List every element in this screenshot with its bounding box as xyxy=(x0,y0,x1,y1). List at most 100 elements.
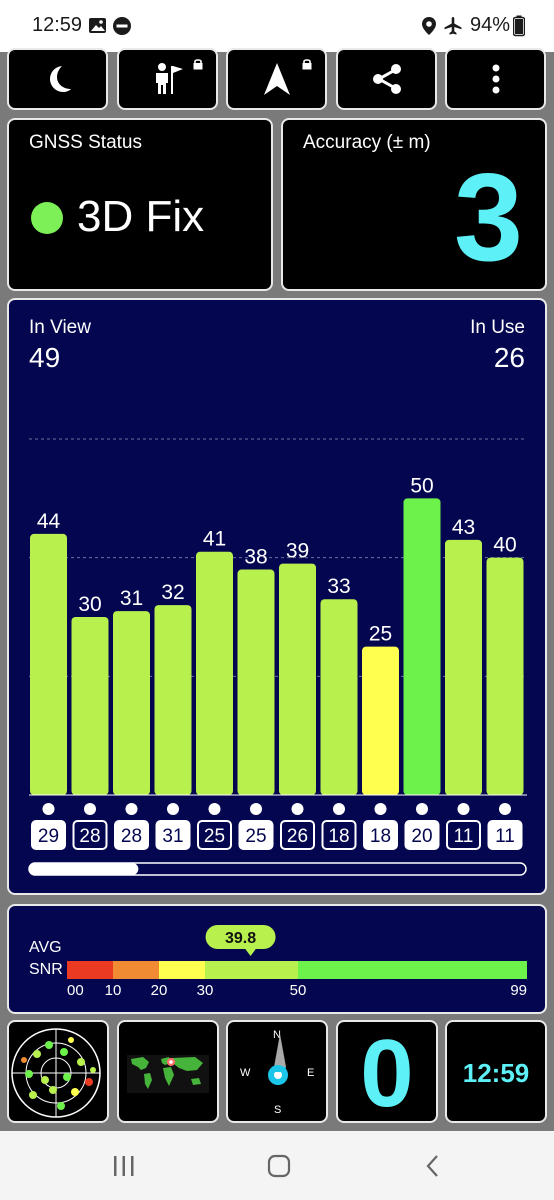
scroll-thumb xyxy=(29,863,139,875)
bar-value-label: 50 xyxy=(410,474,433,497)
snr-label: SNR xyxy=(29,961,63,978)
compass-s: S xyxy=(274,1104,282,1116)
gallery-icon xyxy=(89,18,106,33)
in-use-indicator xyxy=(250,803,262,815)
snr-bar xyxy=(113,611,150,795)
in-use-indicator xyxy=(333,803,345,815)
navigate-icon xyxy=(263,63,290,95)
satellite-id-label: 18 xyxy=(370,826,391,847)
gnss-status-panel[interactable]: GNSS Status 3D Fix xyxy=(7,118,273,291)
clock-value: 12:59 xyxy=(462,1058,530,1088)
guide-button[interactable] xyxy=(117,48,218,110)
status-bar: 12:59 94% xyxy=(0,0,554,52)
snr-tick-label: 30 xyxy=(197,982,214,999)
satellite-id-label: 28 xyxy=(79,826,100,847)
snr-tick-label: 00 xyxy=(67,982,84,999)
battery-icon xyxy=(513,15,525,37)
location-icon xyxy=(422,17,436,35)
satellite-id-box xyxy=(363,820,398,850)
satellite-signal-panel[interactable]: In View 49 In Use 26 44 29 30 28 31 28 32 31 41 2… xyxy=(7,298,547,895)
satellite-id-box xyxy=(280,820,315,850)
back-icon[interactable] xyxy=(425,1155,441,1177)
in-use-indicator xyxy=(125,803,138,815)
satellite-id-box xyxy=(446,820,481,850)
sky-plot-tile[interactable] xyxy=(7,1020,109,1123)
fix-status-dot xyxy=(31,202,63,234)
speed-tile[interactable]: 0 xyxy=(336,1020,438,1127)
compass-w: W xyxy=(240,1067,251,1079)
world-map-icon xyxy=(127,1055,209,1093)
snr-bar xyxy=(362,646,399,795)
snr-average-value: 39.8 xyxy=(225,930,256,947)
more-button[interactable] xyxy=(445,48,546,110)
snr-band xyxy=(205,961,298,979)
bar-value-label: 41 xyxy=(203,528,226,551)
in-use-indicator xyxy=(416,803,428,815)
snr-bar xyxy=(403,498,441,795)
satellite-id-box xyxy=(155,820,191,850)
satellite-id-label: 28 xyxy=(121,826,142,847)
accuracy-label: Accuracy (± m) xyxy=(303,132,431,153)
bar-value-label: 33 xyxy=(327,575,350,598)
snr-bar xyxy=(71,617,109,795)
bar-value-label: 31 xyxy=(120,587,143,610)
gnss-status-label: GNSS Status xyxy=(29,132,142,153)
accuracy-value: 3 xyxy=(454,149,523,287)
in-view-count: 49 xyxy=(29,342,61,373)
fix-status-text: 3D Fix xyxy=(77,192,205,241)
world-map-tile[interactable] xyxy=(117,1020,219,1123)
snr-band xyxy=(159,961,205,979)
guide-icon xyxy=(155,63,183,94)
system-nav-bar xyxy=(0,1131,554,1200)
snr-bar xyxy=(237,569,275,795)
share-icon xyxy=(372,64,401,94)
in-use-indicator xyxy=(291,803,304,815)
status-time: 12:59 xyxy=(32,14,83,36)
accuracy-panel[interactable]: Accuracy (± m) 3 xyxy=(281,118,547,291)
snr-bar xyxy=(279,563,316,795)
satellite-id-box xyxy=(238,820,274,850)
snr-bar xyxy=(486,557,524,795)
more-icon xyxy=(492,64,499,94)
sky-plot-icon xyxy=(11,1028,101,1118)
snr-band xyxy=(67,961,113,979)
snr-bar xyxy=(320,599,358,795)
night-mode-button[interactable] xyxy=(7,48,108,110)
snr-bar xyxy=(154,605,192,795)
share-button[interactable] xyxy=(336,48,437,110)
satellite-id-label: 20 xyxy=(411,826,432,847)
snr-tick-label: 20 xyxy=(151,982,168,999)
snr-tick-label: 50 xyxy=(290,982,307,999)
avg-snr-panel[interactable]: AVG SNR 00 10 20 30 50 99 39.8 xyxy=(7,904,547,1014)
satellite-id-label: 25 xyxy=(204,826,225,847)
in-use-label: In Use xyxy=(470,317,525,338)
satellite-id-label: 18 xyxy=(328,826,349,847)
bar-value-label: 32 xyxy=(161,581,184,604)
satellite-id-label: 31 xyxy=(162,826,183,847)
snr-band xyxy=(298,961,527,979)
do-not-disturb-icon xyxy=(113,17,131,35)
in-use-indicator xyxy=(499,803,511,815)
home-icon[interactable] xyxy=(266,1153,292,1179)
satellite-id-box xyxy=(197,820,232,850)
snr-scale: 00 10 20 30 50 99 39.8 xyxy=(67,925,527,999)
lock-icon xyxy=(302,59,312,70)
recent-apps-icon[interactable] xyxy=(112,1155,136,1177)
navigate-button[interactable] xyxy=(226,48,327,110)
satellite-id-box xyxy=(487,820,523,850)
in-use-indicator xyxy=(374,803,387,815)
compass-tile[interactable]: N W E S xyxy=(226,1020,328,1123)
speed-value: 0 xyxy=(360,1020,414,1127)
snr-average-pointer xyxy=(244,948,257,956)
bar-value-label: 43 xyxy=(452,516,475,539)
bar-value-label: 38 xyxy=(244,546,267,569)
satellite-id-box xyxy=(31,820,66,850)
satellite-id-label: 29 xyxy=(38,826,59,847)
avg-label: AVG xyxy=(29,939,62,956)
satellite-id-label: 26 xyxy=(287,826,308,847)
clock-tile[interactable]: 12:59 xyxy=(445,1020,547,1123)
bar-value-label: 40 xyxy=(493,534,516,557)
satellite-id-box xyxy=(321,820,357,850)
in-view-label: In View xyxy=(29,317,91,338)
snr-band xyxy=(113,961,159,979)
